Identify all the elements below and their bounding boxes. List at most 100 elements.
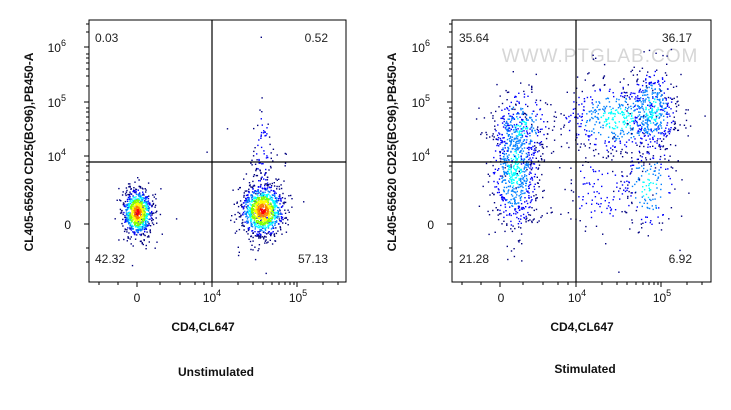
event-dot: [118, 239, 120, 241]
event-dot: [658, 127, 660, 130]
event-dot: [642, 195, 645, 197]
event-dot: [141, 222, 143, 224]
event-dot: [149, 230, 151, 232]
event-dot: [127, 206, 129, 209]
event-dot: [630, 118, 632, 120]
event-dot: [517, 202, 519, 204]
event-dot: [267, 225, 269, 227]
event-dot: [134, 238, 137, 240]
event-dot: [605, 118, 607, 120]
event-dot: [637, 100, 639, 103]
event-dot: [128, 186, 130, 188]
event-dot: [643, 111, 646, 113]
event-dot: [124, 214, 126, 217]
event-dot: [247, 233, 249, 235]
event-dot: [261, 197, 263, 199]
event-dot: [679, 249, 681, 252]
event-dot: [146, 231, 148, 233]
event-dot: [528, 158, 530, 161]
event-dot: [518, 134, 521, 136]
event-dot: [258, 209, 260, 212]
event-dot: [541, 173, 543, 176]
event-dot: [570, 114, 572, 117]
event-dot: [264, 198, 266, 201]
event-dot: [536, 221, 539, 224]
event-dot: [258, 213, 260, 215]
event-dot: [515, 150, 517, 152]
event-dot: [125, 194, 127, 197]
event-dot: [236, 201, 238, 203]
event-dot: [523, 167, 525, 169]
event-dot: [134, 207, 136, 210]
event-dot: [519, 172, 521, 174]
event-dot: [130, 243, 132, 245]
event-dot: [149, 225, 152, 227]
event-dot: [245, 203, 247, 206]
event-dot: [281, 216, 284, 219]
event-dot: [253, 222, 255, 224]
event-dot: [627, 84, 629, 86]
event-dot: [582, 164, 584, 166]
event-dot: [534, 173, 536, 176]
event-dot: [673, 128, 676, 131]
event-dot: [133, 215, 136, 217]
event-dot: [648, 76, 650, 78]
event-dot: [265, 221, 267, 223]
event-dot: [518, 130, 521, 132]
event-dot: [273, 204, 276, 207]
event-dot: [672, 86, 675, 88]
event-dot: [605, 125, 607, 127]
event-dot: [523, 130, 525, 132]
event-dot: [592, 85, 594, 87]
event-dot: [652, 182, 654, 184]
event-dot: [287, 219, 289, 221]
event-dot: [665, 107, 667, 109]
event-dot: [251, 215, 254, 217]
event-dot: [517, 140, 519, 142]
event-dot: [285, 231, 288, 233]
event-dot: [268, 193, 270, 195]
event-dot: [267, 220, 269, 222]
event-dot: [591, 102, 593, 104]
event-dot: [605, 157, 608, 159]
event-dot: [654, 119, 656, 121]
event-dot: [521, 129, 524, 131]
event-dot: [127, 219, 129, 222]
event-dot: [634, 92, 636, 95]
event-dot: [526, 217, 528, 219]
event-dot: [135, 222, 137, 224]
event-dot: [241, 224, 243, 227]
event-dot: [274, 217, 276, 219]
event-dot: [517, 166, 519, 168]
event-dot: [245, 194, 248, 197]
event-dot: [527, 133, 529, 135]
event-dot: [656, 122, 659, 124]
event-dot: [544, 102, 547, 104]
event-dot: [512, 225, 514, 227]
event-dot: [514, 95, 517, 98]
event-dot: [291, 198, 293, 200]
event-dot: [274, 194, 276, 196]
event-dot: [253, 214, 256, 216]
event-dot: [520, 121, 522, 123]
event-dot: [253, 209, 255, 211]
event-dot: [142, 210, 144, 212]
event-dot: [272, 200, 275, 202]
event-dot: [251, 205, 253, 207]
event-dot: [143, 215, 146, 218]
event-dot: [660, 166, 662, 169]
event-dot: [643, 202, 645, 204]
event-dot: [524, 197, 526, 199]
event-dot: [554, 111, 557, 113]
event-dot: [624, 144, 626, 146]
event-dot: [257, 213, 259, 215]
event-dot: [533, 176, 536, 178]
event-dot: [642, 98, 644, 100]
event-dot: [536, 104, 538, 106]
event-dot: [140, 204, 143, 207]
event-dot: [598, 101, 600, 103]
event-dot: [262, 223, 264, 226]
event-dot: [273, 192, 276, 195]
event-dot: [648, 99, 650, 101]
event-dot: [280, 187, 283, 190]
